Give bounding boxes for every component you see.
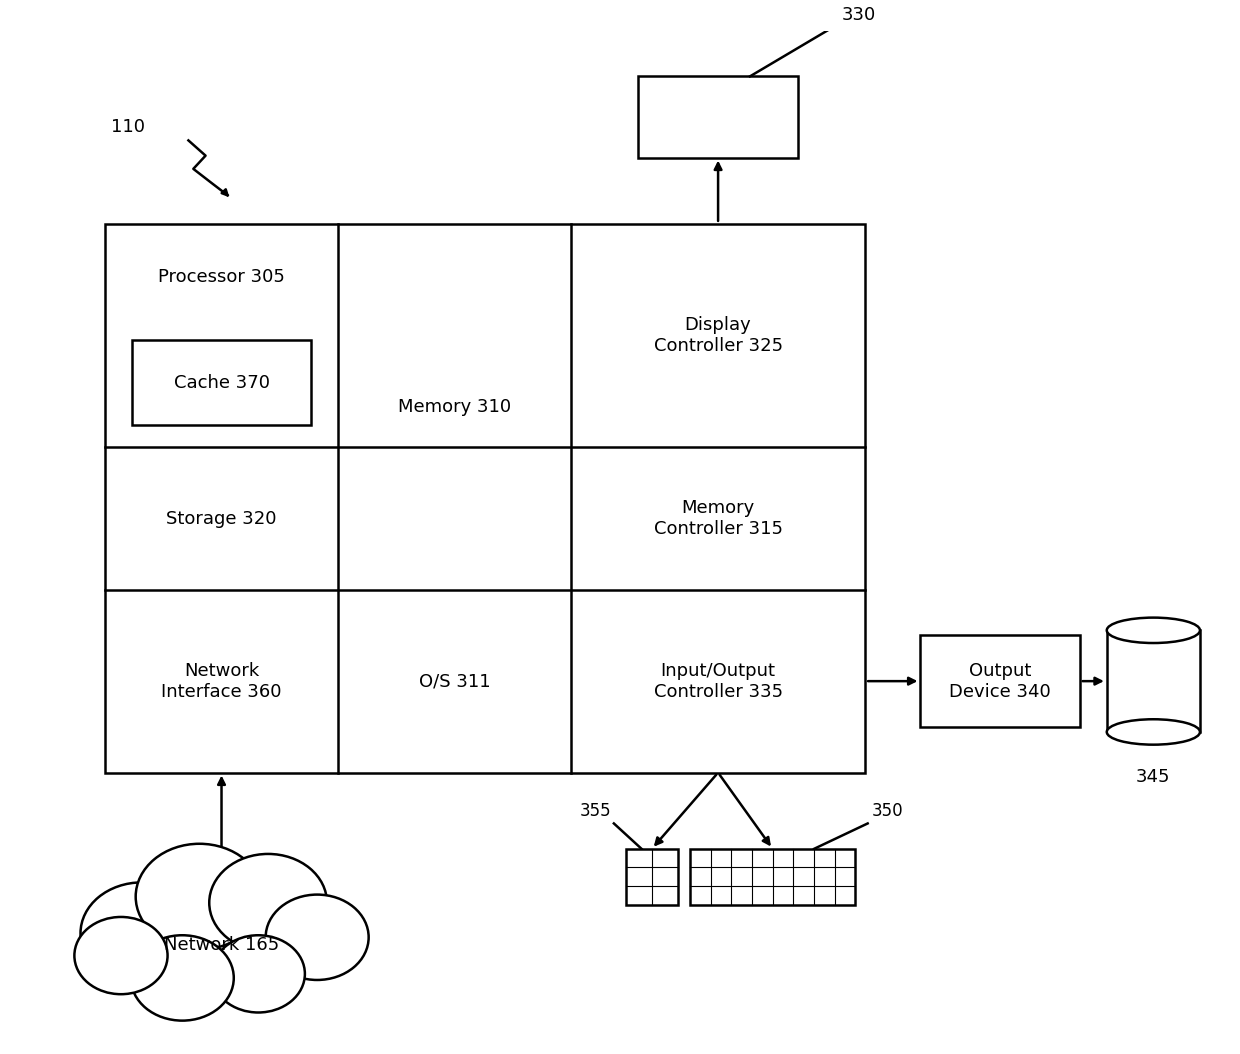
Text: Display
Controller 325: Display Controller 325	[653, 316, 782, 355]
Text: 345: 345	[1136, 767, 1171, 785]
Text: Input/Output
Controller 335: Input/Output Controller 335	[653, 662, 782, 701]
Text: Cache 370: Cache 370	[174, 373, 269, 391]
Text: Output
Device 340: Output Device 340	[949, 662, 1052, 701]
Circle shape	[81, 882, 203, 984]
Circle shape	[74, 917, 167, 994]
Bar	[105, 223, 866, 773]
Bar	[626, 848, 677, 904]
Text: Network
Interface 360: Network Interface 360	[161, 662, 281, 701]
Circle shape	[210, 854, 327, 952]
Text: Processor 305: Processor 305	[157, 269, 285, 287]
Circle shape	[74, 917, 167, 994]
Text: 350: 350	[872, 802, 903, 820]
Circle shape	[81, 882, 203, 984]
Text: Network 165: Network 165	[164, 936, 279, 955]
Circle shape	[212, 935, 305, 1013]
Bar	[1107, 630, 1200, 731]
Bar	[131, 340, 311, 425]
Bar	[639, 76, 797, 158]
Text: O/S 311: O/S 311	[419, 672, 490, 690]
Circle shape	[135, 844, 263, 950]
Bar	[689, 848, 856, 904]
Circle shape	[130, 935, 234, 1020]
Circle shape	[135, 844, 263, 950]
Circle shape	[210, 854, 327, 952]
Text: 110: 110	[112, 118, 145, 136]
Ellipse shape	[1107, 719, 1200, 745]
Circle shape	[212, 935, 305, 1013]
Text: 330: 330	[842, 5, 877, 23]
Text: Memory 310: Memory 310	[398, 397, 511, 415]
Text: 355: 355	[580, 802, 611, 820]
Text: Memory
Controller 315: Memory Controller 315	[653, 500, 782, 538]
Circle shape	[265, 895, 368, 980]
Circle shape	[265, 895, 368, 980]
Bar	[920, 636, 1080, 727]
Ellipse shape	[1107, 618, 1200, 643]
Text: Storage 320: Storage 320	[166, 509, 277, 527]
Circle shape	[130, 935, 234, 1020]
